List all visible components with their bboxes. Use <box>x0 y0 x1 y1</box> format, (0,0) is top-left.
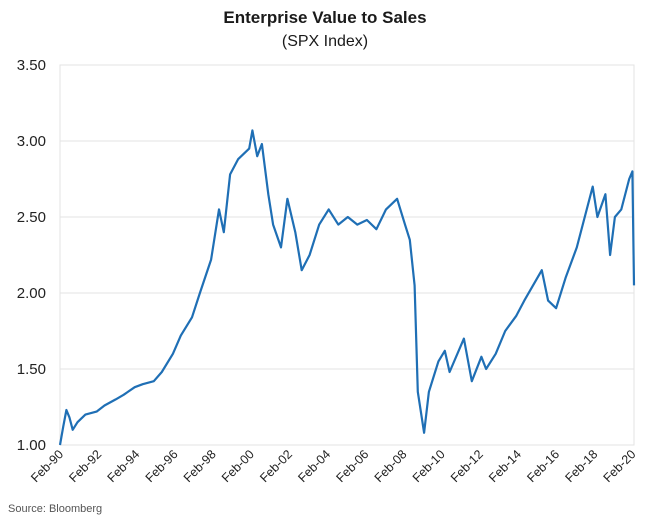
plot-area <box>59 64 635 446</box>
x-tick-label: Feb-10 <box>410 447 448 485</box>
x-tick-label: Feb-04 <box>295 447 333 485</box>
y-tick-label: 3.00 <box>17 133 46 150</box>
y-axis-ticks: 1.00 1.50 2.00 2.50 3.00 3.50 <box>17 57 46 454</box>
grid-lines <box>60 64 634 446</box>
x-tick-label: Feb-94 <box>105 447 143 485</box>
y-tick-label: 2.50 <box>17 209 46 226</box>
y-tick-label: 1.50 <box>17 361 46 378</box>
x-tick-label: Feb-14 <box>486 447 524 485</box>
x-tick-label: Feb-06 <box>333 447 371 485</box>
x-tick-label: Feb-12 <box>448 447 486 485</box>
y-tick-label: 1.00 <box>17 437 46 454</box>
chart-title: Enterprise Value to Sales <box>223 8 427 27</box>
x-tick-label: Feb-00 <box>219 447 257 485</box>
y-tick-label: 2.00 <box>17 285 46 302</box>
source-note: Source: Bloomberg <box>8 503 103 515</box>
x-tick-label: Feb-18 <box>562 447 600 485</box>
x-tick-label: Feb-16 <box>524 447 562 485</box>
x-tick-label: Feb-92 <box>66 447 104 485</box>
x-tick-label: Feb-20 <box>601 447 639 485</box>
x-tick-label: Feb-08 <box>372 447 410 485</box>
chart-subtitle: (SPX Index) <box>281 33 369 50</box>
x-tick-label: Feb-02 <box>257 447 295 485</box>
series-line <box>58 129 636 446</box>
x-tick-label: Feb-98 <box>181 447 219 485</box>
y-tick-label: 3.50 <box>17 57 46 74</box>
x-axis-ticks: Feb-90 Feb-92 Feb-94 Feb-96 Feb-98 Feb-00 Feb-… <box>28 447 638 485</box>
x-tick-label: Feb-96 <box>143 447 181 485</box>
